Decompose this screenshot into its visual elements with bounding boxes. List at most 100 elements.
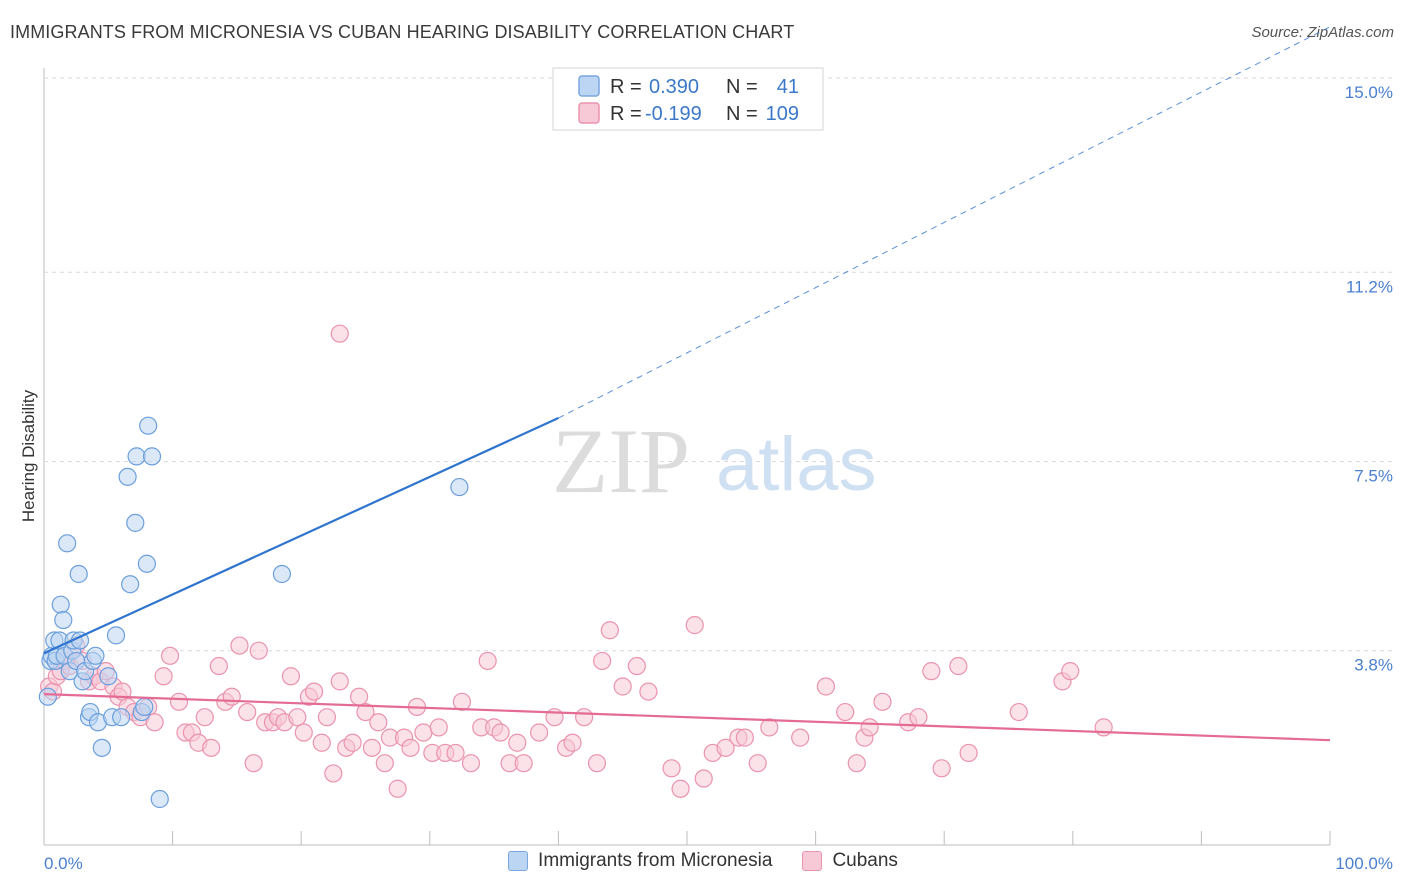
watermark-zip: ZIP <box>552 410 690 512</box>
cubans-trend-line <box>43 693 1331 742</box>
cubans-point <box>847 754 866 773</box>
stats-r-label-pink: R = <box>610 103 642 125</box>
gridlines <box>44 77 1395 652</box>
cubans-point <box>369 713 388 732</box>
legend-item-micronesia: Immigrants from Micronesia <box>508 850 772 872</box>
legend-swatch-pink <box>802 851 823 871</box>
cubans-point <box>388 779 407 798</box>
cubans-point <box>429 718 448 737</box>
legend-swatch-blue <box>508 851 529 871</box>
cubans-point <box>222 687 241 706</box>
series-legend: Immigrants from Micronesia Cubans <box>0 850 1406 872</box>
micronesia-point <box>127 447 146 466</box>
micronesia-point <box>118 467 137 486</box>
cubans-point <box>909 708 928 727</box>
cubans-point <box>694 769 713 788</box>
cubans-point <box>461 754 481 773</box>
cubans-point <box>294 723 313 742</box>
cubans-point <box>791 728 810 747</box>
cubans-point <box>478 651 497 671</box>
stats-r-value-pink: -0.199 <box>645 103 702 125</box>
cubans-point <box>627 656 646 676</box>
watermark-atlas: atlas <box>716 422 877 507</box>
cubans-point <box>748 754 767 773</box>
micronesia-trend-extension <box>558 26 1331 419</box>
cubans-point <box>401 738 420 757</box>
y-axis-label: Hearing Disability <box>19 389 38 522</box>
cubans-point <box>685 616 704 635</box>
micronesia-point <box>150 789 169 809</box>
cubans-point <box>613 677 632 696</box>
cubans-point <box>508 733 527 752</box>
cubans-point <box>154 667 173 686</box>
stats-n-label-blue: N = <box>726 76 758 98</box>
x-ticks <box>172 831 1331 845</box>
stats-r-label-blue: R = <box>610 76 642 98</box>
legend-label-micronesia: Immigrants from Micronesia <box>538 850 773 871</box>
cubans-point <box>330 324 349 343</box>
cubans-point <box>959 743 978 763</box>
cubans-point <box>288 708 307 727</box>
stats-legend: R = 0.390 N = 41 R = -0.199 N = 109 <box>552 67 824 131</box>
micronesia-point <box>58 534 77 553</box>
cubans-point <box>362 738 382 757</box>
cubans-point <box>244 754 263 773</box>
micronesia-point <box>272 564 292 584</box>
cubans-point <box>662 759 681 778</box>
source-credit: Source: ZipAtlas.com <box>1251 24 1394 41</box>
micronesia-point <box>86 646 105 665</box>
cubans-point <box>932 759 951 778</box>
cubans-point <box>922 662 941 681</box>
micronesia-point <box>121 575 140 594</box>
micronesia-point <box>139 416 158 435</box>
micronesia-point <box>450 477 469 497</box>
cubans-point <box>281 667 301 686</box>
stats-legend-swatch-pink <box>578 102 600 124</box>
cubans-point <box>816 677 835 696</box>
micronesia-point <box>99 667 118 686</box>
micronesia-point <box>51 595 70 614</box>
cubans-point <box>202 738 221 757</box>
cubans-point <box>1061 662 1080 681</box>
cubans-point <box>312 733 331 752</box>
micronesia-point <box>92 738 111 757</box>
micronesia-point <box>38 687 57 706</box>
cubans-point <box>238 702 257 722</box>
cubans-point <box>671 779 690 798</box>
micronesia-point <box>112 708 131 727</box>
micronesia-point <box>137 554 156 573</box>
legend-label-cubans: Cubans <box>832 850 898 871</box>
cubans-point <box>563 733 582 752</box>
stats-n-value-blue: 41 <box>777 76 799 98</box>
cubans-point <box>317 708 337 727</box>
cubans-point <box>593 651 612 671</box>
stats-n-label-pink: N = <box>726 103 758 125</box>
cubans-point <box>575 708 594 727</box>
cubans-point <box>169 692 189 711</box>
cubans-point <box>639 682 658 701</box>
cubans-point <box>600 621 619 640</box>
cubans-point <box>356 702 375 722</box>
cubans-point <box>195 708 214 727</box>
cubans-point <box>949 656 968 676</box>
cubans-point <box>873 692 892 711</box>
cubans-point <box>324 764 343 783</box>
trend-lines <box>43 26 1331 742</box>
cubans-point <box>145 713 164 732</box>
x-tick-label-max: 100.0% <box>1335 854 1393 873</box>
stats-n-value-pink: 109 <box>766 103 799 125</box>
stats-legend-swatch-blue <box>578 75 600 97</box>
legend-item-cubans: Cubans <box>802 850 898 872</box>
chart-title: IMMIGRANTS FROM MICRONESIA VS CUBAN HEAR… <box>10 22 795 42</box>
micronesia-point <box>54 610 73 630</box>
cubans-point <box>514 754 533 773</box>
cubans-point <box>349 687 369 706</box>
cubans-point <box>716 738 735 757</box>
x-tick-label-min: 0.0% <box>44 854 83 873</box>
cubans-point <box>249 641 268 660</box>
cubans-point <box>330 672 349 691</box>
cubans-point <box>836 702 855 722</box>
cubans-point <box>491 723 510 742</box>
micronesia-points <box>38 416 469 809</box>
micronesia-point <box>106 626 126 645</box>
